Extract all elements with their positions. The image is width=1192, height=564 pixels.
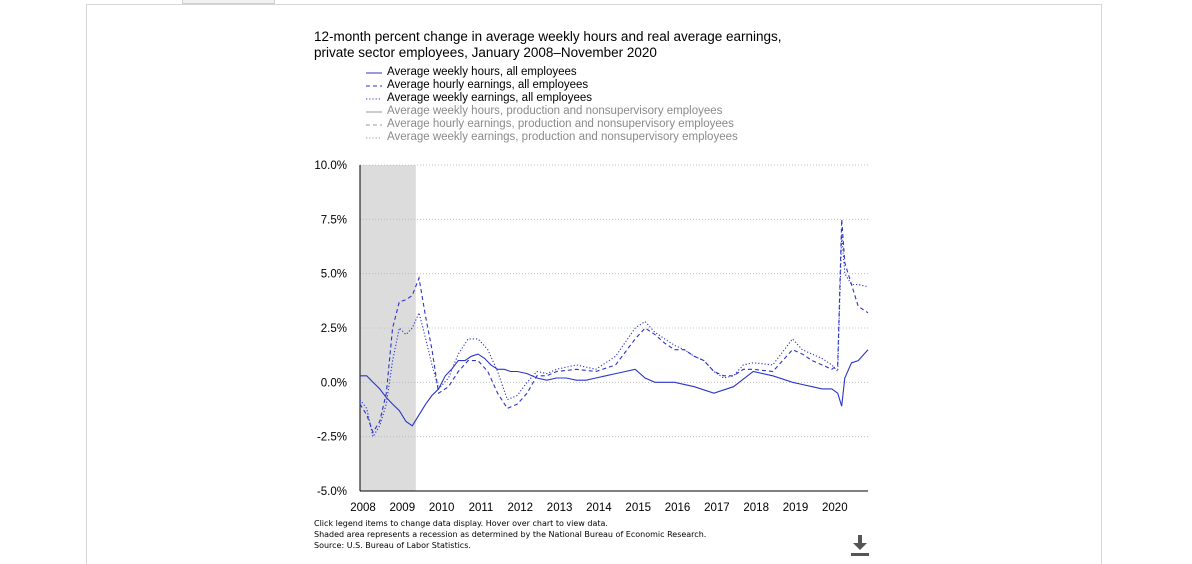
y-tick-label: -5.0% (317, 486, 347, 498)
legend-item-3[interactable]: Average weekly earnings, all employees (366, 92, 738, 105)
chart-legend: Average weekly hours, all employees Avera… (366, 66, 738, 144)
y-tick-label: 7.5% (321, 214, 347, 226)
chart-panel (86, 4, 1102, 564)
legend-item-4[interactable]: Average weekly hours, production and non… (366, 105, 738, 118)
y-tick-label: -2.5% (317, 432, 347, 444)
x-tick-label: 2010 (429, 502, 455, 514)
y-tick-label: 2.5% (321, 323, 347, 335)
x-tick-label: 2015 (625, 502, 651, 514)
legend-item-6[interactable]: Average weekly earnings, production and … (366, 131, 738, 144)
legend-swatch (366, 124, 382, 125)
legend-label: Average weekly hours, all employees (387, 66, 577, 78)
y-tick-label: 5.0% (321, 269, 347, 281)
x-tick-label: 2008 (350, 502, 376, 514)
legend-label: Average weekly earnings, all employees (387, 92, 592, 104)
x-tick-label: 2014 (586, 502, 612, 514)
legend-swatch (366, 85, 382, 86)
x-tick-label: 2011 (469, 502, 494, 514)
download-icon (851, 535, 869, 556)
x-tick-label: 2018 (743, 502, 769, 514)
legend-label: Average hourly earnings, all employees (387, 79, 589, 91)
x-tick-label: 2017 (704, 502, 730, 514)
legend-swatch (366, 111, 382, 112)
note-interaction: Click legend items to change data displa… (314, 519, 608, 528)
panel-tab[interactable] (182, 0, 275, 4)
chart-notes: Click legend items to change data displa… (314, 518, 706, 551)
x-tick-label: 2020 (822, 502, 848, 514)
x-tick-label: 2016 (665, 502, 691, 514)
x-tick-label: 2019 (783, 502, 809, 514)
chart-title-line-2: private sector employees, January 2008–N… (314, 45, 657, 60)
series-line-2[interactable] (359, 219, 869, 434)
legend-label: Average hourly earnings, production and … (387, 118, 734, 130)
legend-label: Average weekly hours, production and non… (387, 105, 723, 117)
legend-swatch (366, 98, 382, 99)
legend-item-2[interactable]: Average hourly earnings, all employees (366, 79, 738, 92)
y-tick-label: 10.0% (314, 160, 347, 172)
legend-item-1[interactable]: Average weekly hours, all employees (366, 66, 738, 79)
download-button[interactable] (849, 533, 871, 557)
legend-label: Average weekly earnings, production and … (387, 131, 738, 143)
chart-title-line-1: 12-month percent change in average weekl… (314, 29, 782, 44)
legend-item-5[interactable]: Average hourly earnings, production and … (366, 118, 738, 131)
legend-swatch (366, 137, 382, 138)
x-tick-label: 2012 (507, 502, 533, 514)
note-source: Source: U.S. Bureau of Labor Statistics. (314, 541, 471, 550)
series-line-3[interactable] (359, 234, 869, 439)
chart-title: 12-month percent change in average weekl… (314, 29, 874, 61)
x-tick-label: 2013 (547, 502, 573, 514)
y-tick-label: 0.0% (321, 377, 347, 389)
x-tick-label: 2009 (390, 502, 416, 514)
legend-swatch (366, 72, 382, 73)
note-recession: Shaded area represents a recession as de… (314, 530, 707, 539)
series-line-1[interactable] (360, 349, 869, 427)
